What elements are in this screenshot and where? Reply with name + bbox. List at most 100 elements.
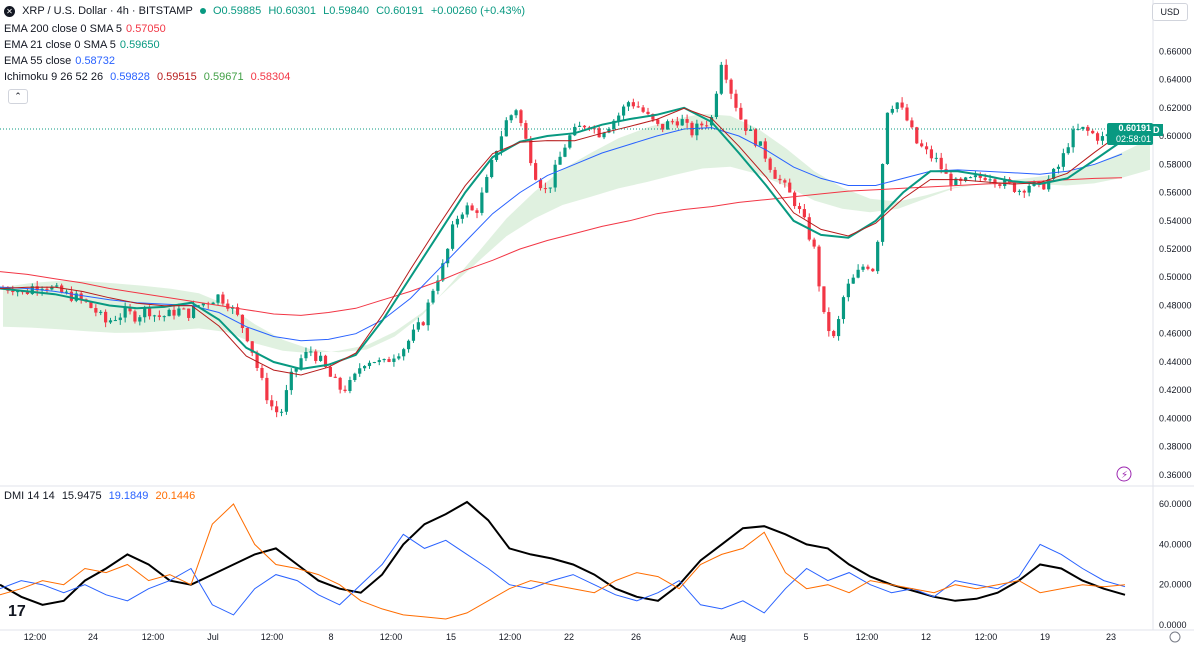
candle-body	[216, 294, 220, 303]
candle-body	[812, 239, 816, 247]
candle-body	[646, 111, 650, 114]
ema21-line	[0, 106, 1123, 371]
symbol-title[interactable]: XRP / U.S. Dollar · 4h · BITSTAMP	[22, 5, 193, 17]
candle-body	[685, 119, 689, 123]
candle-body	[924, 146, 929, 150]
price-tick-label: 0.46000	[1159, 329, 1192, 339]
collapse-legend-button[interactable]: ⌃	[8, 89, 28, 104]
candle-body	[895, 102, 899, 109]
ohlc-close: C0.60191	[376, 5, 424, 17]
candle-body	[885, 112, 890, 164]
price-tick-label: 0.50000	[1159, 272, 1192, 282]
candle-body	[538, 179, 543, 189]
candle-body	[582, 125, 587, 128]
candle-body	[314, 351, 318, 361]
alert-icon[interactable]	[1116, 466, 1132, 482]
legend-ema200[interactable]: EMA 200 close 0 SMA 5 0.57050	[4, 23, 166, 35]
candle-body	[245, 328, 249, 342]
candle-body	[724, 64, 728, 80]
candle-body	[333, 376, 337, 378]
candle-body	[108, 320, 113, 323]
candle-body	[143, 307, 147, 318]
settings-icon[interactable]	[1169, 631, 1181, 643]
candle-body	[460, 214, 464, 219]
candle-body	[362, 366, 367, 369]
legend-ema55[interactable]: EMA 55 close 0.58732	[4, 55, 116, 67]
candle-body	[519, 110, 523, 124]
candle-body	[304, 351, 308, 359]
time-tick-label: 26	[631, 632, 641, 642]
candle-body	[387, 359, 391, 362]
symbol-header: ✕ XRP / U.S. Dollar · 4h · BITSTAMP O0.5…	[4, 4, 529, 18]
legend-dmi[interactable]: DMI 14 14 15.9475 19.1849 20.1446	[4, 490, 196, 502]
ohlc-open: O0.59885	[212, 5, 262, 17]
close-icon[interactable]: ✕	[4, 6, 15, 17]
candle-body	[441, 263, 445, 281]
candle-body	[802, 209, 806, 218]
candle-body	[55, 285, 59, 287]
price-tick-label: 0.48000	[1159, 300, 1192, 310]
ohlc-low: L0.59840	[323, 5, 369, 17]
candle-body	[191, 305, 196, 318]
candle-body	[768, 158, 772, 170]
candle-body	[1012, 182, 1017, 192]
price-tick-label: 0.38000	[1159, 442, 1192, 452]
candle-body	[99, 311, 103, 313]
candle-body	[910, 120, 914, 128]
candle-body	[348, 379, 352, 391]
candle-body	[504, 120, 508, 137]
price-tick-label: 0.44000	[1159, 357, 1192, 367]
candle-body	[1037, 181, 1041, 183]
price-tick-label: 0.56000	[1159, 188, 1192, 198]
candle-body	[568, 135, 572, 148]
candle-body	[235, 307, 240, 315]
price-tick-label: 0.36000	[1159, 470, 1192, 480]
candle-body	[382, 359, 386, 361]
candle-body	[675, 121, 679, 126]
candle-body	[250, 341, 254, 353]
candle-body	[270, 400, 274, 407]
legend-ichimoku[interactable]: Ichimoku 9 26 52 26 0.59828 0.59515 0.59…	[4, 71, 291, 83]
time-tick-label: 12:00	[380, 632, 403, 642]
candle-body	[641, 107, 645, 112]
candle-body	[157, 315, 161, 317]
time-tick-label: 12:00	[261, 632, 284, 642]
candle-body	[621, 106, 626, 116]
candle-body	[670, 121, 675, 123]
tradingview-logo: 17	[8, 603, 26, 620]
candle-body	[187, 308, 191, 318]
candle-body	[167, 309, 171, 317]
candle-body	[1017, 190, 1021, 192]
candle-body	[294, 368, 298, 372]
candle-body	[680, 119, 684, 126]
candle-body	[475, 210, 479, 213]
candle-body	[328, 366, 332, 377]
time-tick-label: Jul	[207, 632, 219, 642]
candle-body	[446, 248, 450, 264]
candle-body	[377, 360, 381, 363]
candle-body	[846, 283, 850, 298]
candle-body	[578, 125, 582, 127]
candle-body	[343, 389, 347, 391]
candle-body	[260, 367, 264, 378]
dmi-line-adx	[0, 500, 1126, 606]
currency-button[interactable]: USD	[1152, 3, 1188, 21]
candle-body	[275, 406, 279, 413]
candle-body	[123, 307, 127, 318]
time-tick-label: 5	[803, 632, 808, 642]
time-tick-label: 12:00	[499, 632, 522, 642]
candle-body	[11, 290, 15, 292]
legend-ema21[interactable]: EMA 21 close 0 SMA 5 0.59650	[4, 39, 160, 51]
candle-body	[832, 331, 836, 337]
candle-body	[998, 184, 1002, 186]
candle-body	[490, 159, 494, 178]
candle-body	[861, 266, 865, 270]
candle-body	[411, 329, 416, 341]
candle-body	[939, 157, 943, 170]
candle-body	[392, 358, 396, 362]
price-axis: 0.66000 0.64000 0.62000 0.60000 0.58000 0.560…	[1159, 46, 1192, 630]
price-tick-label: 0.64000	[1159, 75, 1192, 85]
candle-body	[866, 266, 870, 269]
candle-body	[265, 377, 269, 401]
